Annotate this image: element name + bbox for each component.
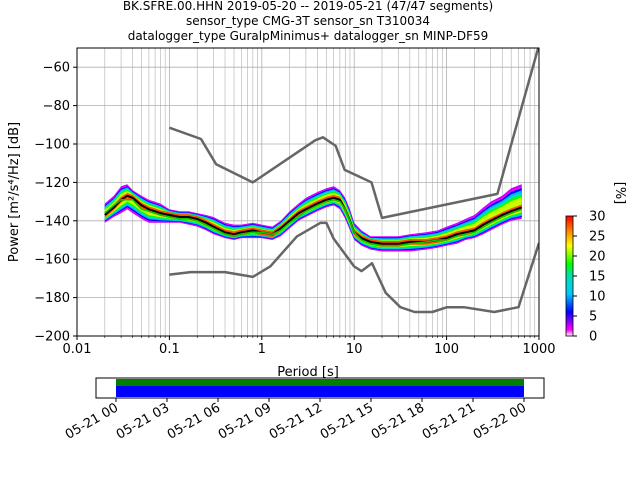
- chart-title: BK.SFRE.00.HHN 2019-05-20 -- 2019-05-21 …: [123, 0, 493, 43]
- x-tick-label: 10: [346, 342, 363, 357]
- y-tick-label: −160: [34, 253, 70, 268]
- colorbar-tick-label: 0: [589, 330, 597, 345]
- timeline-tick-label: 05-21 06: [165, 400, 223, 442]
- x-axis-label: Period [s]: [277, 365, 339, 380]
- y-tick-label: −60: [43, 61, 70, 76]
- x-tick-label: 100: [434, 342, 459, 357]
- colorbar-tick-label: 25: [589, 230, 606, 245]
- y-tick-label: −120: [34, 176, 70, 191]
- colorbar-tick-label: 20: [589, 250, 606, 265]
- y-tick-label: −180: [34, 291, 70, 306]
- timeline-bar-blue: [116, 386, 524, 397]
- y-axis-label: Power [m²/s⁴/Hz] [dB]: [7, 122, 22, 262]
- x-tick-label: 1: [258, 342, 266, 357]
- colorbar-tick-label: 30: [589, 210, 606, 225]
- y-tick-label: −140: [34, 214, 70, 229]
- y-ticks: −200 −180 −160 −140 −120 −100 −80 −60: [34, 61, 77, 345]
- colorbar-ticks: 0 5 10 15 20 25 30: [573, 210, 606, 345]
- density-core: [104, 193, 522, 247]
- plot-area: 0.01 0.1 1 10 100 1000 −200 −180 −160 −140 −120 −1…: [34, 47, 556, 357]
- timeline-tick-label: 05-21 00: [63, 400, 121, 442]
- timeline-tick-label: 05-21 12: [267, 400, 325, 442]
- y-tick-label: −100: [34, 138, 70, 153]
- colorbar: 0 5 10 15 20 25 30 [%]: [565, 182, 627, 345]
- x-ticks: 0.01 0.1 1 10 100 1000: [63, 336, 556, 357]
- colorbar-gradient: [565, 215, 574, 337]
- x-tick-label: 1000: [522, 342, 555, 357]
- series-lines: [104, 48, 539, 314]
- median-line: [104, 194, 523, 245]
- x-tick-label: 0.01: [63, 342, 92, 357]
- title-line-2: sensor_type CMG-3T sensor_sn T310034: [186, 14, 430, 28]
- x-tick-label: 0.1: [159, 342, 180, 357]
- colorbar-tick-label: 5: [589, 310, 597, 325]
- noise-model-low-line: [169, 221, 539, 314]
- colorbar-label: [%]: [612, 182, 627, 205]
- timeline-tick-label: 05-21 09: [216, 400, 274, 442]
- mode-line: [104, 198, 522, 247]
- timeline-tick-label: 05-22 00: [471, 400, 529, 442]
- density-layer-1: [104, 185, 522, 251]
- noise-model-high-line: [168, 48, 539, 220]
- timeline-tick-label: 05-21 21: [420, 400, 478, 442]
- title-line-1: BK.SFRE.00.HHN 2019-05-20 -- 2019-05-21 …: [123, 0, 493, 13]
- timeline-tick-label: 05-21 03: [114, 400, 172, 442]
- colorbar-tick-label: 15: [589, 270, 606, 285]
- y-tick-label: −80: [43, 99, 70, 114]
- timeline-tick-label: 05-21 18: [369, 400, 427, 442]
- plot-frame: [76, 47, 540, 337]
- timeline-bar-green: [116, 379, 524, 386]
- timeline-tick-label: 05-21 15: [318, 400, 376, 442]
- title-line-3: datalogger_type GuralpMinimus+ datalogge…: [128, 29, 489, 43]
- colorbar-tick-label: 10: [589, 290, 606, 305]
- plot-background: [77, 48, 539, 336]
- y-tick-label: −200: [34, 330, 70, 345]
